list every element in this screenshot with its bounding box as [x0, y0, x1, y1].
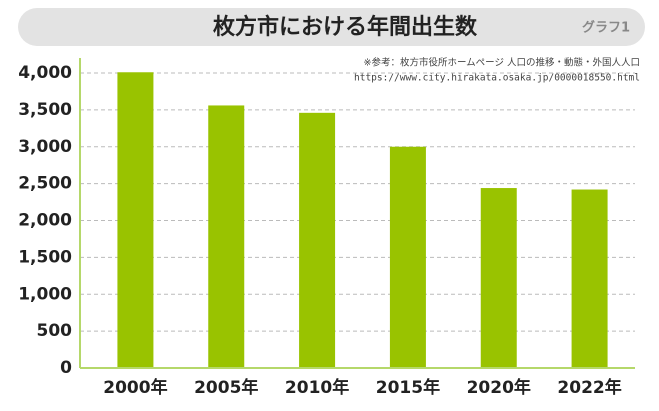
y-tick-label: 0 [60, 358, 72, 378]
bar [480, 188, 517, 368]
annotation: https://www.city.hirakata.osaka.jp/00000… [354, 73, 640, 84]
x-tick-label: 2022年 [557, 377, 621, 398]
annotation: ※参考：枚方市役所ホームページ 人口の推移・動態・外国人人口 [363, 57, 640, 69]
title-bar [18, 8, 645, 46]
y-tick-label: 2,000 [18, 211, 72, 231]
x-tick-label: 2010年 [285, 377, 349, 398]
bar [208, 105, 245, 368]
bar [571, 189, 608, 368]
y-tick-label: 500 [37, 321, 73, 341]
y-tick-label: 3,500 [18, 100, 72, 120]
y-tick-label: 1,500 [18, 247, 72, 267]
y-tick-label: 3,000 [18, 137, 72, 157]
bar [299, 112, 336, 368]
chart-label: グラフ1 [582, 20, 630, 36]
x-tick-label: 2005年 [194, 377, 258, 398]
bar [389, 146, 426, 368]
y-tick-label: 1,000 [18, 284, 72, 304]
chart-title: 枚方市における年間出生数 [213, 14, 478, 40]
x-tick-label: 2020年 [467, 377, 531, 398]
y-tick-label: 2,500 [18, 174, 72, 194]
bar [117, 72, 154, 368]
x-tick-label: 2000年 [103, 377, 167, 398]
x-tick-label: 2015年 [376, 377, 440, 398]
y-tick-label: 4,000 [18, 63, 72, 83]
